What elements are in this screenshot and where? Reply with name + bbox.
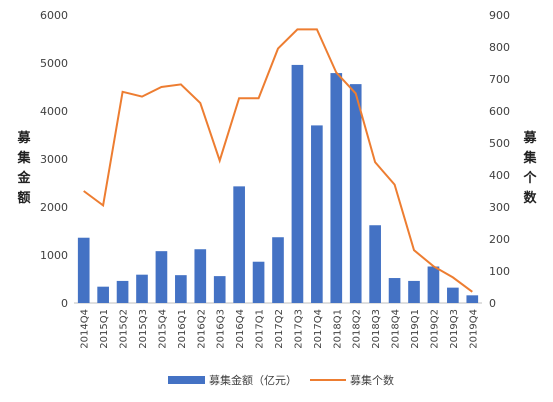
right-axis-ticks: 0 100 200 300 400 500 600 700 800 900 [489,9,510,310]
x-tick-label: 2018Q4 [391,309,402,349]
x-tick-label: 2014Q4 [80,309,91,349]
left-axis-title: 募集金额 [16,130,31,206]
bar [194,249,207,303]
right-tick-label: 0 [489,297,496,310]
line-series [83,28,473,293]
x-tick-label: 2016Q2 [196,309,207,349]
right-tick-label: 800 [489,41,510,54]
left-axis-ticks: 0 1000 2000 3000 4000 5000 6000 [40,9,68,310]
x-tick-label: 2016Q3 [216,309,227,349]
right-axis-title: 募集个数 [522,130,537,206]
bar [175,275,187,303]
bar [252,261,265,303]
right-tick-label: 200 [489,233,510,246]
legend-bar-label: 募集金额（亿元） [209,373,297,387]
x-tick-label: 2017Q3 [293,309,304,349]
bar [155,251,168,303]
bar [272,237,284,303]
legend-line-label: 募集个数 [350,373,394,387]
right-tick-label: 100 [489,265,510,278]
axis-title-char: 募 [16,130,31,146]
bar [213,276,226,303]
x-tick-label: 2019Q3 [449,309,460,349]
right-tick-label: 900 [489,9,510,22]
left-tick-label: 0 [61,297,68,310]
x-tick-label: 2015Q4 [157,309,168,349]
bar [291,64,304,303]
x-tick-label: 2018Q3 [371,309,382,349]
right-tick-label: 700 [489,73,510,86]
axis-title-char: 集 [522,150,537,166]
bar [97,286,109,303]
axis-title-char: 集 [16,150,31,166]
left-tick-label: 5000 [40,57,68,70]
right-tick-label: 400 [489,169,510,182]
bar [116,280,129,303]
bar [330,73,343,303]
x-tick-label: 2016Q4 [235,309,246,349]
axis-title-char: 募 [522,130,537,146]
bar [447,287,459,303]
bar [408,280,420,303]
left-tick-label: 6000 [40,9,68,22]
bar [136,274,148,303]
axis-title-char: 金 [16,170,31,186]
x-tick-label: 2016Q1 [177,309,188,349]
bar [466,295,479,303]
left-tick-label: 1000 [40,249,68,262]
x-tick-label: 2017Q4 [313,309,324,349]
x-tick-label: 2018Q1 [332,309,343,349]
x-axis-ticks: 2014Q4 2015Q1 2015Q2 2015Q3 2015Q4 2016Q1 2016… [80,309,480,349]
bar-series [77,64,479,304]
x-tick-label: 2017Q1 [255,309,266,349]
axis-title-char: 个 [522,170,537,186]
x-tick-label: 2015Q2 [119,309,130,349]
axis-title-char: 额 [17,190,30,206]
x-tick-label: 2015Q1 [99,309,110,349]
x-tick-label: 2015Q3 [138,309,149,349]
bar [77,237,90,303]
x-tick-label: 2018Q2 [352,309,363,349]
bar [349,84,362,304]
bar [233,186,245,303]
bar [369,225,381,303]
right-tick-label: 500 [489,137,510,150]
right-tick-label: 600 [489,105,510,118]
left-tick-label: 4000 [40,105,68,118]
x-tick-label: 2019Q2 [429,309,440,349]
bar [311,125,323,304]
right-tick-label: 300 [489,201,510,214]
x-tick-label: 2019Q1 [410,309,421,349]
bar [388,278,401,303]
bar [427,266,440,303]
legend-bar-swatch [168,376,205,384]
x-tick-label: 2019Q4 [468,309,479,349]
legend: 募集金额（亿元） 募集个数 [168,373,394,387]
x-tick-label: 2017Q2 [274,309,285,349]
left-tick-label: 2000 [40,201,68,214]
left-tick-label: 3000 [40,153,68,166]
axis-title-char: 数 [523,190,537,206]
